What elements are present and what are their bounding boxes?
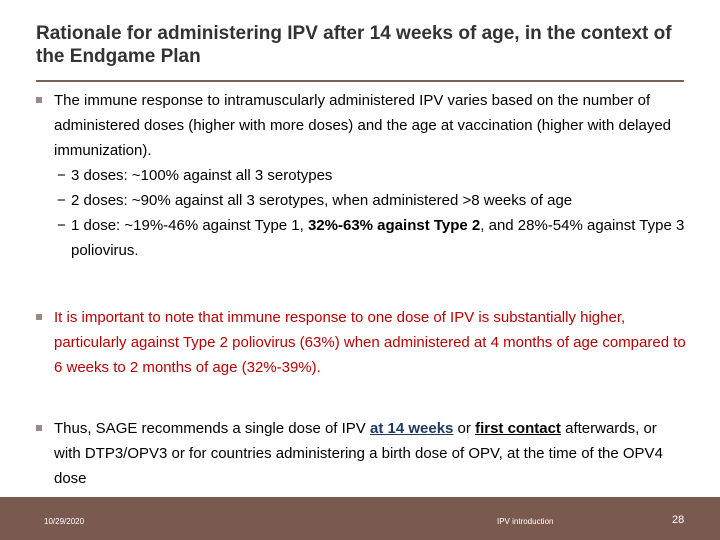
first-contact-emphasis: first contact: [475, 420, 561, 437]
footer-bar: 10/29/2020 IPV introduction 28: [0, 497, 720, 540]
sub-bullet-text: 1 dose: ~19%-46% against Type 1,: [71, 217, 308, 234]
at-14-weeks-link[interactable]: at 14 weeks: [369, 420, 454, 437]
dash-bullet-icon: −: [57, 167, 66, 184]
bullet-immune-response: The immune response to intramuscularly a…: [36, 88, 686, 263]
footer-date: 10/29/2020: [44, 517, 85, 526]
recommendation-text: Thus, SAGE recommends a single dose of I…: [54, 420, 370, 437]
sub-bullet-text: 3 doses: ~100% against all 3 serotypes: [71, 167, 333, 184]
square-bullet-icon: [36, 314, 42, 320]
footer-title: IPV introduction: [497, 517, 554, 526]
sub-bullet-3-doses: − 3 doses: ~100% against all 3 serotypes: [54, 163, 686, 188]
bullet-text: The immune response to intramuscularly a…: [54, 92, 672, 159]
title-divider: [36, 80, 684, 82]
bullet-text-red: It is important to note that immune resp…: [54, 309, 686, 376]
sub-bullet-text-end: , and 28%-54% against Type 3 poliovirus.: [71, 217, 685, 259]
dash-bullet-icon: −: [57, 217, 66, 234]
type2-emphasis: 32%-63% against Type 2: [307, 217, 481, 234]
connector-text: or: [453, 420, 476, 437]
bullet-one-dose-note: It is important to note that immune resp…: [36, 305, 686, 380]
bullet-sage-recommendation: Thus, SAGE recommends a single dose of I…: [36, 416, 686, 491]
page-number: 28: [672, 514, 685, 526]
bullet-text: Thus, SAGE recommends a single dose of I…: [54, 416, 686, 491]
sub-bullet-text: 2 doses: ~90% against all 3 serotypes, w…: [71, 192, 573, 209]
recommendation-text-end: afterwards, or with DTP3/OPV3 or for cou…: [54, 420, 663, 487]
sub-bullet-2-doses: − 2 doses: ~90% against all 3 serotypes,…: [54, 188, 686, 213]
dash-bullet-icon: −: [57, 192, 66, 209]
square-bullet-icon: [36, 97, 42, 103]
slide-title: Rationale for administering IPV after 14…: [36, 23, 672, 67]
sub-bullet-1-dose: − 1 dose: ~19%-46% against Type 1, 32%-6…: [54, 213, 686, 263]
square-bullet-icon: [36, 425, 42, 431]
